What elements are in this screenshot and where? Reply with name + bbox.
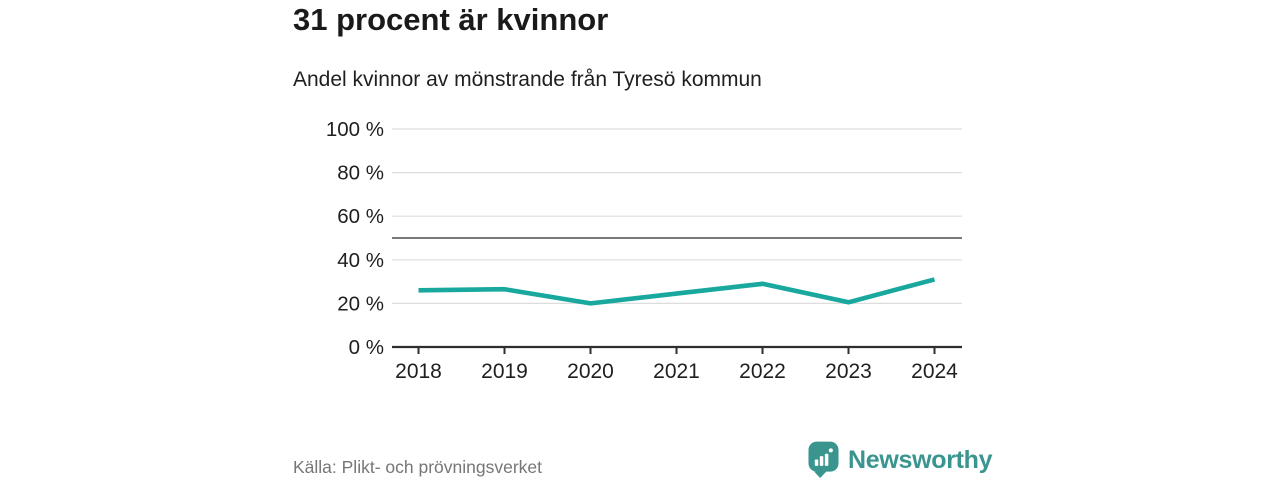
bar-medium [819,456,824,466]
chart-subtitle: Andel kvinnor av mönstrande från Tyresö … [293,68,762,91]
x-tick-label: 2021 [653,360,700,383]
x-tick-label: 2019 [481,360,528,383]
bar-small [814,459,819,466]
newsworthy-bubble-chart-icon [808,441,839,479]
exclamation-dot [828,448,833,453]
y-tick-label: 0 % [349,336,384,359]
x-tick-label: 2023 [825,360,872,383]
line-chart-svg: 0 % 20 % 40 % 60 % 80 % 100 % 2018 2019 2020 2021… [326,118,962,383]
y-tick-label: 80 % [337,162,384,185]
chart-title: 31 procent är kvinnor [293,2,609,37]
bar-tall [824,453,829,466]
brand-name: Newsworthy [848,445,993,474]
speech-bubble-shape [808,441,839,479]
y-tick-label: 60 % [337,205,384,228]
x-tick-label: 2020 [567,360,614,383]
y-tick-label: 20 % [337,292,384,315]
x-tick-label: 2018 [395,360,442,383]
x-tick-label: 2024 [911,360,958,383]
source-note: Källa: Plikt- och prövningsverket [293,457,542,477]
brand-logo: Newsworthy [808,441,993,479]
y-tick-label: 100 % [326,118,384,141]
data-line-share-of-women [418,277,936,306]
x-tick-label: 2022 [739,360,786,383]
y-tick-label: 40 % [337,249,384,272]
